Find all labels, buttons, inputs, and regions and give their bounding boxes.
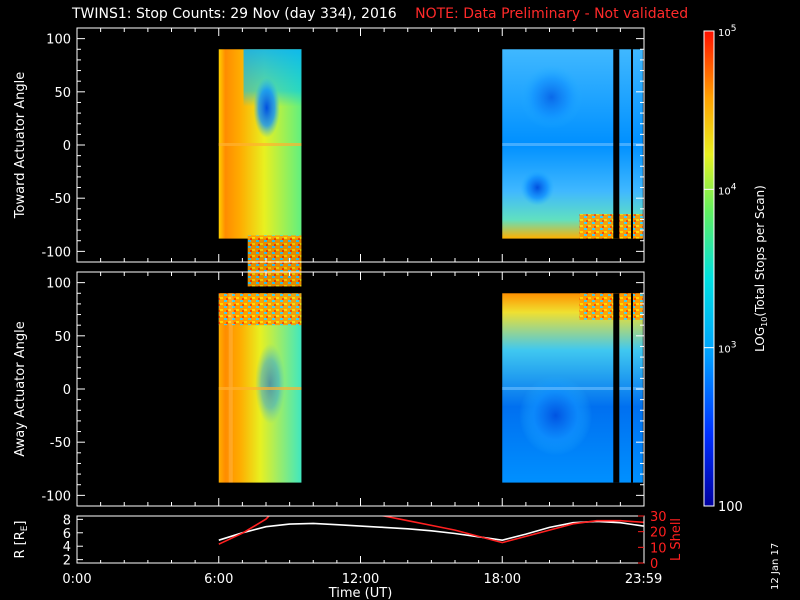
colorbar-gradient xyxy=(704,31,714,506)
heatmap-segment-pass1-toward xyxy=(218,49,302,287)
y-tick-label: 100 xyxy=(46,277,71,292)
y2-axis-label: L Shell xyxy=(669,518,684,561)
zero-line xyxy=(502,143,643,146)
speckle-region xyxy=(247,235,302,287)
y-tick-label: 4 xyxy=(63,540,71,555)
zero-line xyxy=(218,387,302,390)
data-gap xyxy=(613,293,620,483)
colorbar-tick-label: 105 xyxy=(718,24,736,39)
y-tick-label: 0 xyxy=(63,139,71,154)
y-tick-label: 6 xyxy=(63,527,71,542)
y-tick-label: 0 xyxy=(63,383,71,398)
y-tick-label: -100 xyxy=(41,489,71,504)
y-tick-label: 50 xyxy=(54,330,71,345)
colorbar-tick-label: 100 xyxy=(718,500,743,515)
date-stamp: 12 Jan 17 xyxy=(770,542,781,590)
low-count-region xyxy=(519,375,593,456)
data-gap xyxy=(613,49,620,239)
x-tick-label: 0:00 xyxy=(62,572,91,587)
data-gap-2 xyxy=(631,49,634,239)
x-tick-label: 23:59 xyxy=(625,572,662,587)
low-count-region xyxy=(520,169,555,206)
heatmap-segment-pass1-away xyxy=(218,293,302,483)
title-text: TWINS1: Stop Counts: 29 Nov (day 334), 2… xyxy=(72,6,397,22)
data-gap-2 xyxy=(631,293,634,483)
x-axis-label: Time (UT) xyxy=(328,586,393,600)
speckle-region xyxy=(579,293,643,320)
y2-tick-label: 10 xyxy=(650,541,667,556)
y-tick-label: -50 xyxy=(50,436,71,451)
preliminary-note: NOTE: Data Preliminary - Not validated xyxy=(415,6,689,22)
x-tick-label: 12:00 xyxy=(342,572,379,587)
speckle-region xyxy=(579,214,643,239)
y-tick-label: 100 xyxy=(46,33,71,48)
lshell-series-line xyxy=(218,516,644,545)
colorbar-tick-label: 104 xyxy=(718,182,737,197)
x-tick-label: 18:00 xyxy=(484,572,521,587)
x-tick-label: 6:00 xyxy=(204,572,233,587)
colorbar: 105 104 103 100 LOG10(Total Stops per Scan) xyxy=(703,24,769,515)
y-tick-label: -100 xyxy=(41,245,71,260)
y2-tick-label: 20 xyxy=(650,526,667,541)
y-tick-label: 8 xyxy=(63,513,71,528)
y-axis-label: R [RE] xyxy=(13,520,30,558)
y2-tick-label: 0 xyxy=(650,557,658,572)
speckle-region xyxy=(218,293,302,326)
panel-away: 100 50 0 -50 -100 Away Actuator Angle xyxy=(13,271,645,507)
low-count-region-2 xyxy=(520,65,583,130)
y-tick-label: -50 xyxy=(50,192,71,207)
y-axis-label: Toward Actuator Angle xyxy=(13,72,28,219)
zero-line xyxy=(218,143,302,146)
heatmap-segment-pass2-toward xyxy=(502,49,643,239)
y-axis-label: Away Actuator Angle xyxy=(13,321,28,456)
panel-frame xyxy=(76,515,645,564)
zero-line xyxy=(502,387,643,390)
panel-toward: 100 50 0 -50 -100 Toward Actuator Angle xyxy=(13,27,645,287)
heatmap-segment-pass2-away xyxy=(502,293,643,483)
colorbar-label: LOG10(Total Stops per Scan) xyxy=(753,185,769,352)
y2-tick-label: 30 xyxy=(650,510,667,525)
colorbar-tick-label: 103 xyxy=(718,341,736,356)
radius-series-line xyxy=(218,520,644,542)
y-tick-label: 2 xyxy=(63,554,71,569)
y-tick-label: 50 xyxy=(54,86,71,101)
low-count-region xyxy=(253,77,280,138)
low-count-region xyxy=(255,343,285,424)
chart-title: TWINS1: Stop Counts: 29 Nov (day 334), 2… xyxy=(72,6,688,22)
